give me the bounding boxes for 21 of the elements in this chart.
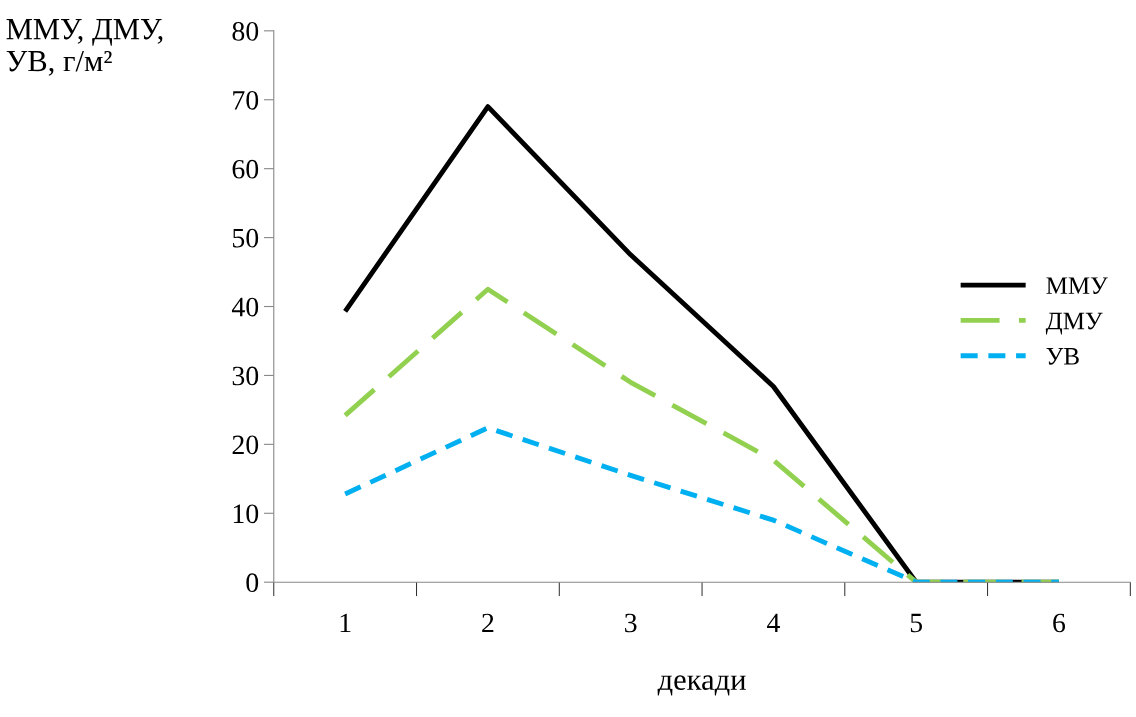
y-tick-label: 0 [246, 573, 259, 593]
legend-label: ММУ [1046, 277, 1108, 295]
y-tick-label: 10 [233, 504, 259, 524]
y-tick-label: 20 [232, 435, 259, 455]
x-tick-label: 1 [340, 613, 351, 633]
y-tick-label: 80 [232, 22, 259, 41]
y-tick-label: 70 [233, 90, 259, 110]
y-tick-label: 60 [232, 159, 259, 179]
x-tick-label: 4 [767, 613, 780, 633]
x-tick-label: 5 [910, 613, 923, 633]
legend-label: ДМУ [1045, 312, 1103, 335]
legend-label: УВ [1046, 348, 1079, 365]
y-axis-title: ММУ, ДМУ, УВ, г/м² [6, 19, 163, 76]
y-tick-label: 50 [233, 228, 259, 248]
x-tick-label: 2 [482, 613, 494, 633]
x-axis-title: декади [657, 675, 746, 696]
y-tick-label: 30 [232, 366, 259, 386]
x-tick-label: 6 [1053, 613, 1066, 633]
x-tick-label: 3 [625, 613, 637, 633]
line-series [342, 425, 1062, 583]
y-tick-label: 40 [231, 297, 259, 317]
